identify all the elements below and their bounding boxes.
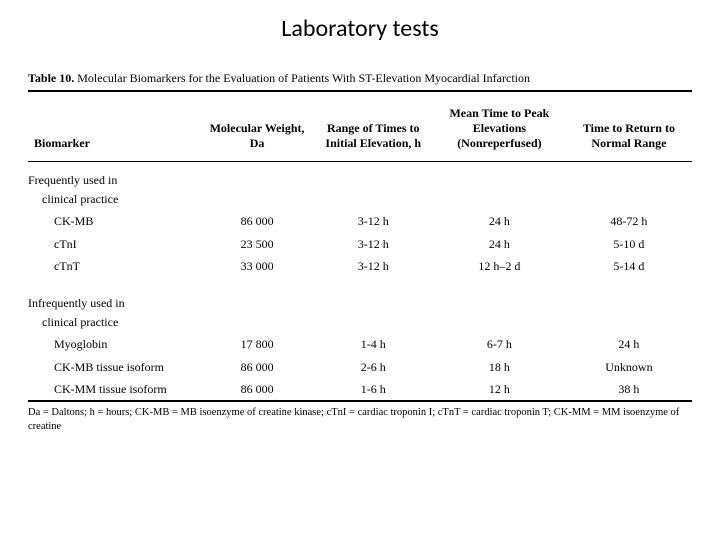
table-caption: Table 10. Molecular Biomarkers for the E… [28, 71, 692, 90]
section-heading-line1: Infrequently used in [28, 277, 692, 314]
cell-mw: 17 800 [201, 333, 314, 355]
biomarker-table: Biomarker Molecular Weight, Da Range of … [28, 90, 692, 402]
section-heading-line1: Frequently used in [28, 162, 692, 192]
section-heading: clinical practice [28, 191, 692, 210]
cell-normal: 38 h [566, 378, 692, 401]
table-row: CK-MB tissue isoform 86 000 2-6 h 18 h U… [28, 356, 692, 378]
col-header-peak-elevations: Mean Time to Peak Elevations (Nonreperfu… [433, 91, 566, 162]
cell-normal: 5-10 d [566, 233, 692, 255]
cell-normal: 24 h [566, 333, 692, 355]
cell-peak: 18 h [433, 356, 566, 378]
table-row: Myoglobin 17 800 1-4 h 6-7 h 24 h [28, 333, 692, 355]
col-header-biomarker: Biomarker [28, 91, 201, 162]
section-heading: clinical practice [28, 314, 692, 333]
cell-range: 3-12 h [314, 255, 434, 277]
col-header-molecular-weight: Molecular Weight, Da [201, 91, 314, 162]
cell-peak: 12 h [433, 378, 566, 401]
table-container: Table 10. Molecular Biomarkers for the E… [0, 71, 720, 433]
cell-peak: 24 h [433, 210, 566, 232]
cell-normal: 48-72 h [566, 210, 692, 232]
section-heading: Frequently used in [28, 162, 692, 192]
cell-mw: 86 000 [201, 210, 314, 232]
table-row: cTnI 23 500 3-12 h 24 h 5-10 d [28, 233, 692, 255]
cell-biomarker: CK-MB tissue isoform [28, 356, 201, 378]
col-header-range-times: Range of Times to Initial Elevation, h [314, 91, 434, 162]
cell-normal: Unknown [566, 356, 692, 378]
cell-range: 3-12 h [314, 210, 434, 232]
cell-peak: 24 h [433, 233, 566, 255]
table-row: CK-MB 86 000 3-12 h 24 h 48-72 h [28, 210, 692, 232]
cell-mw: 86 000 [201, 378, 314, 401]
cell-biomarker: CK-MM tissue isoform [28, 378, 201, 401]
table-header-row: Biomarker Molecular Weight, Da Range of … [28, 91, 692, 162]
cell-range: 1-6 h [314, 378, 434, 401]
cell-normal: 5-14 d [566, 255, 692, 277]
cell-range: 1-4 h [314, 333, 434, 355]
cell-biomarker: cTnI [28, 233, 201, 255]
cell-range: 3-12 h [314, 233, 434, 255]
cell-mw: 86 000 [201, 356, 314, 378]
cell-peak: 12 h–2 d [433, 255, 566, 277]
cell-mw: 33 000 [201, 255, 314, 277]
cell-range: 2-6 h [314, 356, 434, 378]
table-row: cTnT 33 000 3-12 h 12 h–2 d 5-14 d [28, 255, 692, 277]
table-footnote: Da = Daltons; h = hours; CK-MB = MB isoe… [28, 402, 692, 433]
section-heading-line2: clinical practice [28, 191, 692, 210]
table-caption-text: Molecular Biomarkers for the Evaluation … [74, 71, 530, 85]
col-header-return-normal: Time to Return to Normal Range [566, 91, 692, 162]
cell-peak: 6-7 h [433, 333, 566, 355]
cell-biomarker: Myoglobin [28, 333, 201, 355]
cell-mw: 23 500 [201, 233, 314, 255]
section-heading: Infrequently used in [28, 277, 692, 314]
section-heading-line2: clinical practice [28, 314, 692, 333]
page-title: Laboratory tests [0, 0, 720, 71]
table-row: CK-MM tissue isoform 86 000 1-6 h 12 h 3… [28, 378, 692, 401]
table-caption-prefix: Table 10. [28, 71, 74, 85]
cell-biomarker: CK-MB [28, 210, 201, 232]
cell-biomarker: cTnT [28, 255, 201, 277]
